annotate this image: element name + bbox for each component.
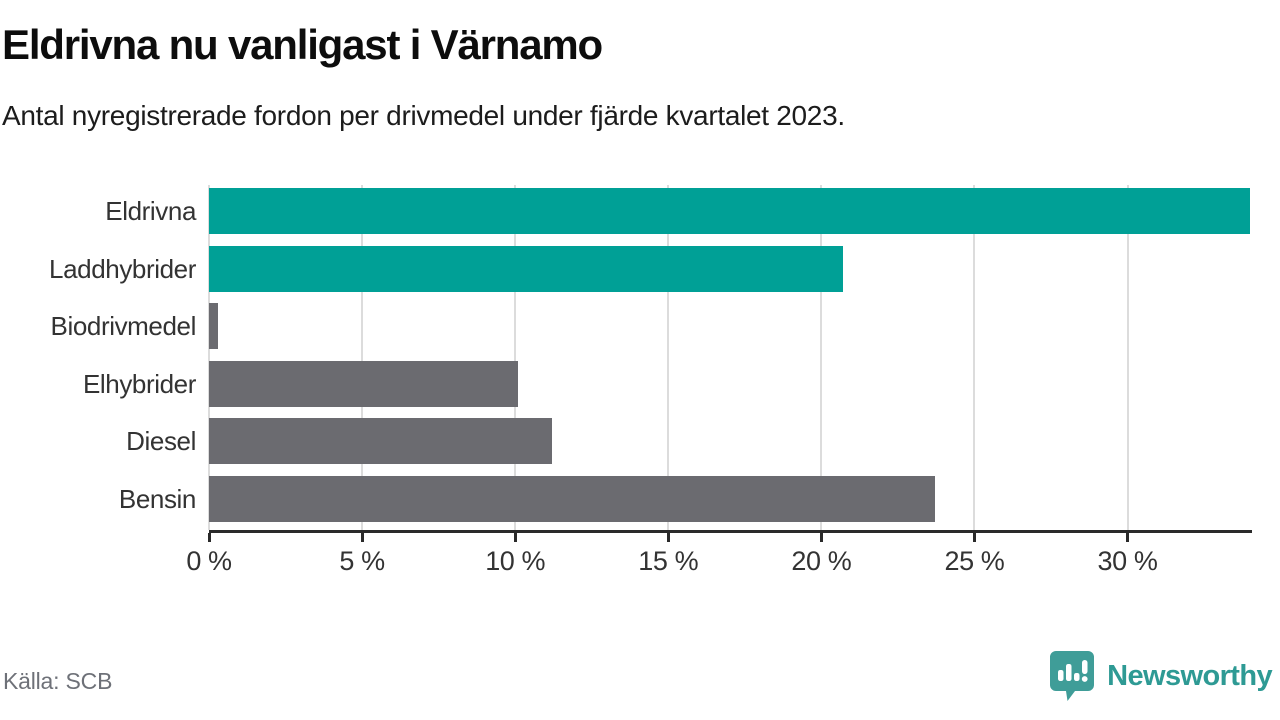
gridline-20 bbox=[820, 185, 823, 530]
bar-laddhybrider bbox=[209, 245, 843, 292]
plot-area bbox=[208, 185, 1250, 530]
newsworthy-logo: Newsworthy bbox=[1049, 650, 1273, 702]
x-tick-label-25: 25 % bbox=[944, 546, 1005, 576]
gridline-5 bbox=[361, 185, 364, 530]
bar-bensin bbox=[209, 475, 935, 522]
newsworthy-logo-icon bbox=[1050, 651, 1095, 701]
category-label-diesel: Diesel bbox=[126, 426, 196, 457]
category-label-eldrivna: Eldrivna bbox=[105, 196, 196, 227]
x-tick-label-0: 0 % bbox=[186, 546, 232, 576]
x-tick-20 bbox=[819, 533, 823, 542]
bar-diesel bbox=[209, 418, 552, 465]
x-tick-15 bbox=[666, 533, 670, 542]
x-tick-label-20: 20 % bbox=[791, 546, 852, 576]
bar-biodrivmedel bbox=[209, 303, 219, 350]
gridline-10 bbox=[514, 185, 517, 530]
x-tick-10 bbox=[513, 533, 517, 542]
x-tick-label-5: 5 % bbox=[339, 546, 385, 576]
x-tick-label-15: 15 % bbox=[638, 546, 699, 576]
x-tick-label-10: 10 % bbox=[485, 546, 546, 576]
x-tick-label-30: 30 % bbox=[1097, 546, 1158, 576]
newsworthy-logo-text: Newsworthy bbox=[1107, 659, 1272, 692]
x-tick-5 bbox=[360, 533, 364, 542]
x-tick-0 bbox=[207, 533, 211, 542]
chart-title: Eldrivna nu vanligast i Värnamo bbox=[2, 21, 603, 68]
category-label-laddhybrider: Laddhybrider bbox=[49, 253, 196, 284]
source-note: Källa: SCB bbox=[3, 668, 113, 694]
gridline-15 bbox=[667, 185, 670, 530]
x-tick-25 bbox=[972, 533, 976, 542]
category-label-bensin: Bensin bbox=[118, 483, 197, 514]
category-label-elhybrider: Elhybrider bbox=[82, 368, 196, 399]
bar-elhybrider bbox=[209, 360, 519, 407]
chart-subtitle: Antal nyregistrerade fordon per drivmede… bbox=[2, 100, 845, 131]
x-axis-line bbox=[209, 530, 1252, 533]
x-tick-30 bbox=[1126, 533, 1130, 542]
gridline-30 bbox=[1126, 185, 1129, 530]
gridline-0 bbox=[208, 185, 210, 530]
y-axis-labels: Eldrivna Laddhybrider Biodrivmedel Elhybrid… bbox=[0, 185, 196, 530]
gridline-25 bbox=[973, 185, 976, 530]
category-label-biodrivmedel: Biodrivmedel bbox=[50, 311, 197, 342]
bar-eldrivna bbox=[209, 188, 1250, 235]
